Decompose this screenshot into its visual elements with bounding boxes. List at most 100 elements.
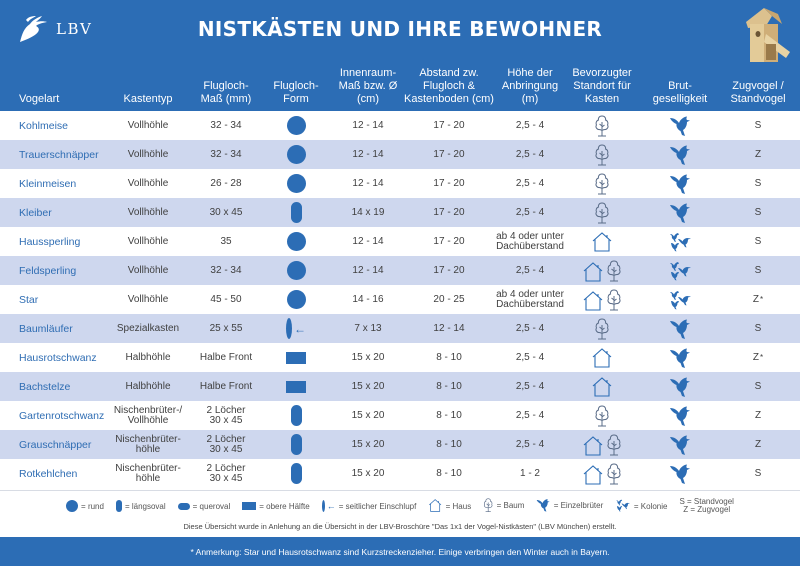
cell-standort — [562, 198, 642, 227]
cell-innenraum: 15 x 20 — [351, 467, 385, 479]
cell-zug: Z * — [722, 343, 794, 372]
col-header-hoehe: Höhe der Anbringung (m) — [501, 67, 559, 105]
table-row: Grauschnäpper Nischenbrüter- höhle 2 Löche… — [0, 430, 800, 459]
colony-birds-icon — [670, 232, 691, 251]
cell-flugloch-mass: 32 - 34 — [210, 148, 242, 160]
cell-vogelart: Bachstelze — [19, 380, 71, 393]
cell-kastentyp: Vollhöhle — [127, 177, 169, 189]
cell-kastentyp: Vollhöhle — [127, 206, 169, 218]
upper-half-opening-icon — [286, 380, 306, 393]
birds-table: Kohlmeise Vollhöhle 32 - 34 12 - 14 17 - 20 2… — [0, 111, 800, 488]
table-row: Kleiber Vollhöhle 30 x 45 14 x 19 17 - 20 2,5… — [0, 198, 800, 227]
round-hole-icon — [286, 232, 306, 251]
cell-hoehe: 1 - 2 — [519, 467, 540, 479]
cell-abstand: 20 - 25 — [433, 293, 465, 305]
cell-flugloch-form: ← — [264, 314, 328, 343]
cell-kastentyp: Vollhöhle — [127, 293, 169, 305]
single-breeder-bird-icon — [670, 406, 690, 426]
house-icon — [583, 435, 603, 456]
tree-icon — [595, 201, 609, 223]
legend-divider — [0, 490, 800, 491]
lbv-logo: LBV — [16, 14, 92, 44]
col-header-abstand: Abstand zw. Flugloch & Kastenboden (cm) — [404, 67, 494, 105]
cell-standort — [562, 430, 642, 459]
haus-legend-icon — [428, 498, 442, 514]
cell-brut — [644, 285, 716, 314]
cell-zug: S — [722, 169, 794, 198]
table-row: Haussperling Vollhöhle 35 12 - 14 17 - 20 ab … — [0, 227, 800, 256]
horizontal-oval-hole-icon — [177, 502, 190, 510]
single-breeder-bird-icon — [670, 377, 690, 397]
cell-brut — [644, 343, 716, 372]
cell-abstand: 8 - 10 — [436, 409, 462, 421]
vertical-oval-hole-icon — [290, 463, 302, 484]
credit-note: Diese Übersicht wurde in Anlehung an die… — [183, 522, 617, 531]
upper-half-opening-icon — [242, 502, 257, 510]
cell-flugloch-form — [264, 459, 328, 488]
cell-standort — [562, 314, 642, 343]
colony-birds-icon — [670, 261, 691, 280]
migration-status: Z — [754, 438, 762, 450]
cell-standort — [562, 285, 642, 314]
cell-standort — [562, 343, 642, 372]
cell-flugloch-mass: 2 Löcher 30 x 45 — [206, 462, 246, 484]
single-breeder-bird-icon — [670, 319, 690, 339]
cell-hoehe: 2,5 - 4 — [515, 409, 545, 421]
cell-vogelart: Haussperling — [19, 235, 81, 248]
cell-standort — [562, 111, 642, 140]
cell-vogelart: Kohlmeise — [19, 119, 69, 132]
vertical-oval-hole-icon — [290, 202, 302, 223]
cell-kastentyp: Nischenbrüter- höhle — [115, 433, 181, 455]
cell-standort — [562, 227, 642, 256]
footnote-asterisk: * — [759, 352, 764, 362]
col-header-vogelart: Vogelart — [19, 93, 60, 105]
cell-flugloch-form — [264, 111, 328, 140]
colony-birds-icon — [616, 499, 631, 512]
cell-hoehe: 2,5 - 4 — [515, 264, 545, 276]
cell-kastentyp: Halbhöhle — [125, 380, 171, 392]
side-entry-hole-icon — [286, 318, 292, 339]
cell-vogelart: Feldsperling — [19, 264, 77, 277]
cell-zug: S — [722, 256, 794, 285]
migration-status: S — [754, 206, 762, 218]
cell-abstand: 17 - 20 — [433, 206, 465, 218]
cell-brut — [644, 198, 716, 227]
single-breeder-bird-icon — [537, 498, 551, 512]
cell-vogelart: Baumläufer — [19, 322, 73, 335]
col-header-flugloch-form: Flugloch- Form — [273, 80, 319, 105]
cell-brut — [644, 140, 716, 169]
house-icon — [592, 376, 612, 397]
cell-flugloch-form — [264, 285, 328, 314]
round-hole-icon — [286, 290, 306, 309]
legend-seitlich: ← = seitlicher Einschlupf — [321, 500, 416, 512]
col-header-zug: Zugvogel / Standvogel — [730, 80, 786, 105]
cell-flugloch-form — [264, 430, 328, 459]
legend-queroval: = queroval — [177, 502, 230, 511]
cell-abstand: 8 - 10 — [436, 467, 462, 479]
migration-status: S — [754, 322, 762, 334]
cell-abstand: 8 - 10 — [436, 351, 462, 363]
single-breeder-bird-icon — [670, 145, 690, 165]
round-hole-icon — [286, 116, 306, 135]
cell-brut — [644, 401, 716, 430]
cell-flugloch-form — [264, 401, 328, 430]
migration-status: Z — [754, 409, 762, 421]
cell-flugloch-mass: Halbe Front — [199, 351, 253, 363]
cell-hoehe: 2,5 - 4 — [515, 206, 545, 218]
tree-icon — [595, 143, 609, 165]
col-header-kastentyp: Kastentyp — [123, 93, 173, 105]
arrow-left-icon: ← — [326, 501, 336, 511]
table-row: Gartenrotschwanz Nischenbrüter-/ Vollhöhl… — [0, 401, 800, 430]
cell-innenraum: 14 x 19 — [351, 206, 385, 218]
cell-innenraum: 14 - 16 — [352, 293, 384, 305]
migration-status: S — [754, 177, 762, 189]
tree-icon — [595, 317, 609, 339]
house-icon — [583, 261, 603, 282]
single-breeder-bird-icon — [670, 348, 690, 368]
cell-flugloch-mass: 25 x 55 — [209, 322, 243, 334]
cell-brut — [644, 372, 716, 401]
table-row: Kohlmeise Vollhöhle 32 - 34 12 - 14 17 - 20 2… — [0, 111, 800, 140]
bird-logo-icon — [20, 16, 47, 42]
cell-flugloch-mass: 32 - 34 — [210, 119, 242, 131]
logo-text: LBV — [56, 20, 93, 38]
